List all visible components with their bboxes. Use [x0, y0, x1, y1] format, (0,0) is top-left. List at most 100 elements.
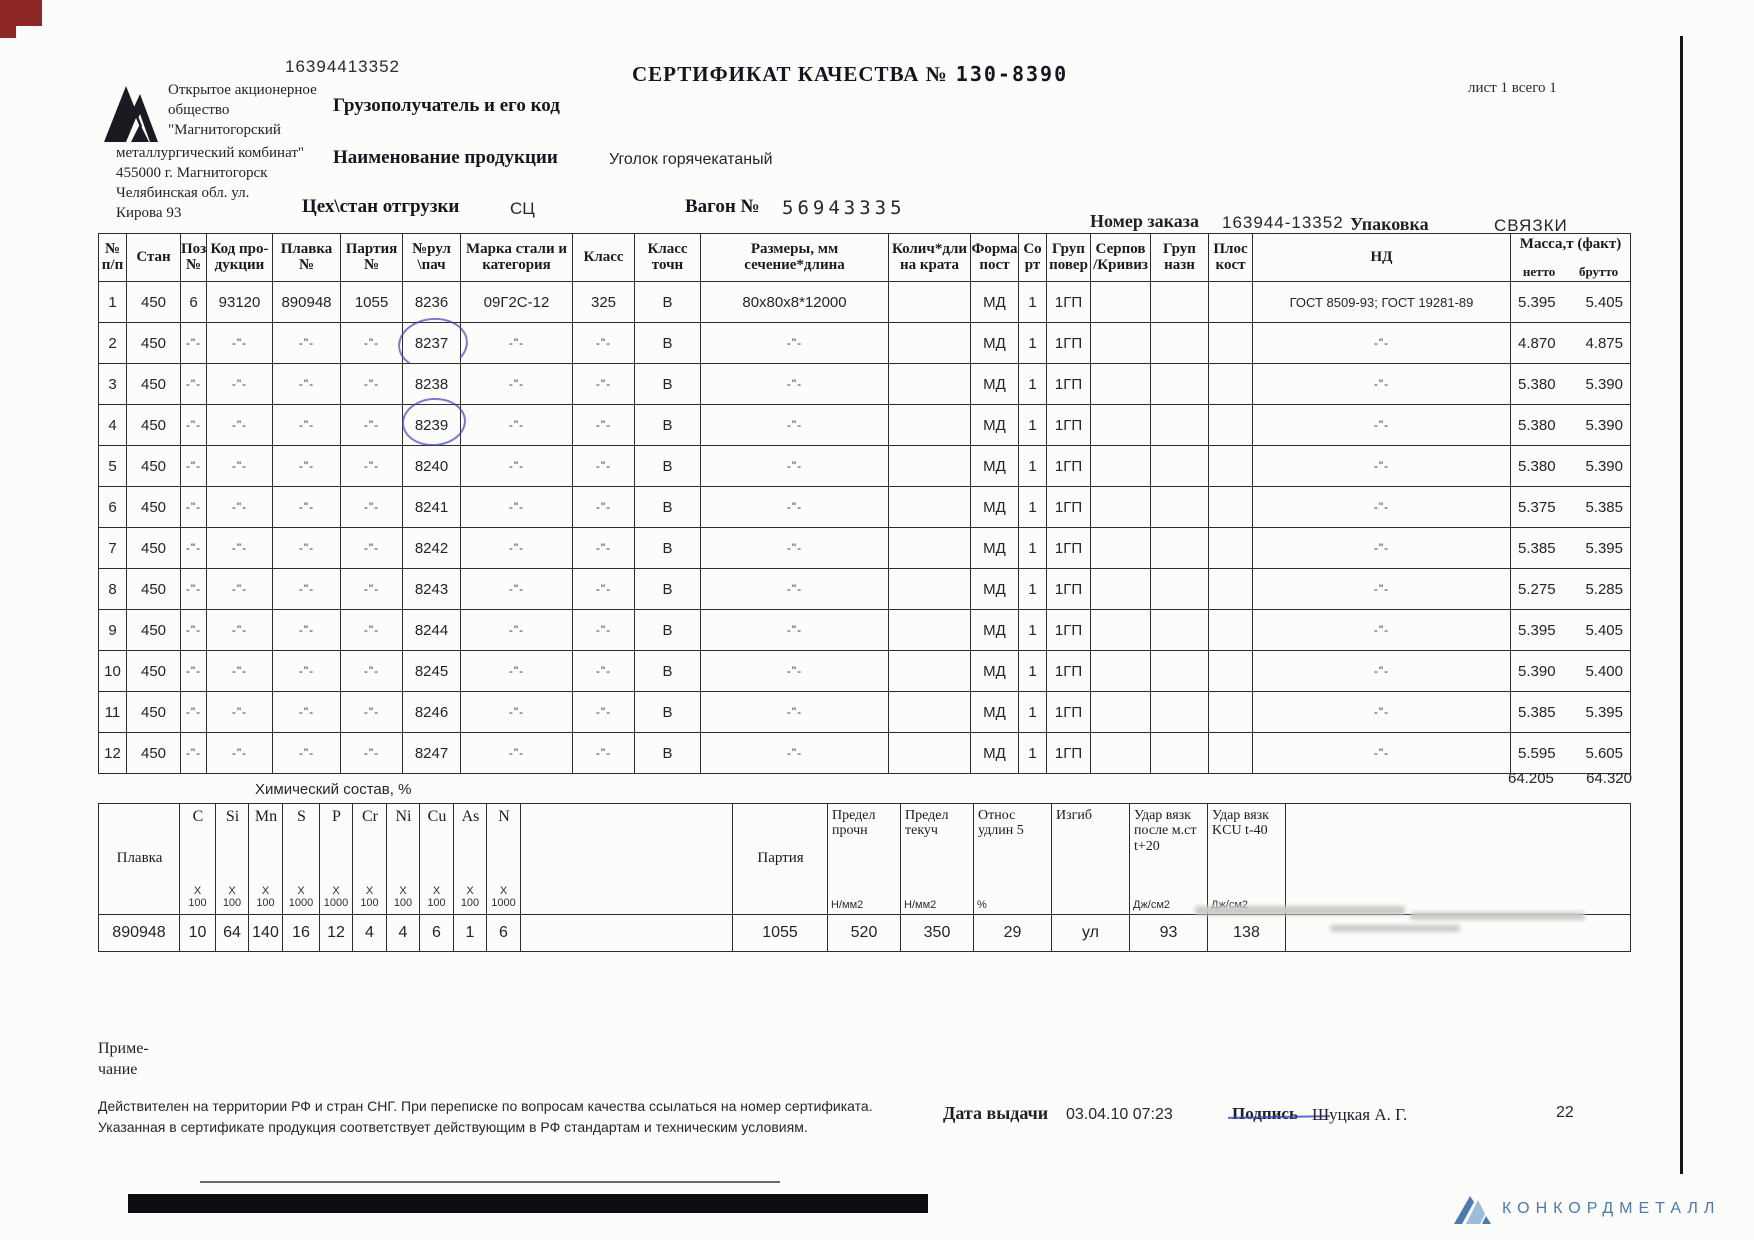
cell: 890948	[272, 281, 341, 323]
cell	[1208, 609, 1253, 651]
note-label: Приме-чание	[98, 1040, 149, 1078]
table-row: 10 450 -"- -"- -"- -"- 8245 -"- -"- В -"- МД 1 1ГП -"-…	[98, 650, 1631, 692]
cell: -"-	[572, 650, 635, 692]
column-header: Удар вязк KCU t-40 Дж/см2	[1207, 803, 1286, 915]
column-header: As X 100	[453, 803, 487, 915]
cell: -"-	[180, 609, 207, 651]
cell: -"-	[572, 322, 635, 364]
order-number-value: 163944-13352	[1222, 213, 1344, 232]
certificate-title: СЕРТИФИКАТ КАЧЕСТВА № 130-8390	[632, 62, 1068, 87]
cell: 8247	[402, 732, 461, 774]
cell: -"-	[460, 568, 573, 610]
cell: 1	[1018, 445, 1047, 487]
cell: -"-	[700, 609, 889, 651]
column-header: Класс точн	[634, 233, 701, 282]
cell: 8240	[402, 445, 461, 487]
cell	[888, 404, 971, 446]
cell: -"-	[206, 650, 273, 692]
cell: 1	[1018, 404, 1047, 446]
cell-mass: 5.385 5.395	[1510, 691, 1631, 733]
cell	[1208, 732, 1253, 774]
cell	[1208, 363, 1253, 405]
cell: -"-	[340, 404, 403, 446]
cell	[1090, 486, 1151, 528]
cell	[1090, 650, 1151, 692]
cell: -"-	[1252, 486, 1511, 528]
cell: 450	[126, 691, 181, 733]
cell	[1090, 732, 1151, 774]
cell	[1090, 445, 1151, 487]
cell: 9	[98, 609, 127, 651]
cell: 93120	[206, 281, 273, 323]
column-header: Cu X 100	[419, 803, 454, 915]
cell: МД	[970, 650, 1019, 692]
scan-smudge	[1195, 906, 1405, 915]
cell: 5	[98, 445, 127, 487]
cell-mass: 4.870 4.875	[1510, 322, 1631, 364]
cell: 1ГП	[1046, 527, 1091, 569]
column-header: Груп назн	[1150, 233, 1209, 282]
cell: 450	[126, 404, 181, 446]
cell: 1	[1018, 527, 1047, 569]
column-header: Mn X 100	[248, 803, 283, 915]
cell: В	[634, 691, 701, 733]
cell: -"-	[460, 363, 573, 405]
column-header: №рул \пач	[402, 233, 461, 282]
mass-totals: 64.205 64.320	[1508, 770, 1632, 787]
page-number: 22	[1556, 1104, 1574, 1121]
cell: ул	[1051, 914, 1130, 952]
cell	[888, 568, 971, 610]
cell: -"-	[572, 445, 635, 487]
cell-mass: 5.395 5.405	[1510, 609, 1631, 651]
cell	[1208, 445, 1253, 487]
cell: -"-	[572, 486, 635, 528]
cell	[1090, 363, 1151, 405]
total-brutto: 64.320	[1586, 770, 1632, 787]
cell: -"-	[206, 609, 273, 651]
cell	[1208, 404, 1253, 446]
cell-mass: 5.395 5.405	[1510, 281, 1631, 323]
cell: -"-	[700, 445, 889, 487]
cell	[888, 527, 971, 569]
cell: МД	[970, 404, 1019, 446]
cell: -"-	[460, 322, 573, 364]
cell: -"-	[272, 691, 341, 733]
cell: 1	[98, 281, 127, 323]
cell	[1208, 527, 1253, 569]
cell: В	[634, 568, 701, 610]
cell	[1208, 568, 1253, 610]
cell: ГОСТ 8509-93; ГОСТ 19281-89	[1252, 281, 1511, 323]
cell: 1	[1018, 691, 1047, 733]
legal-line-1: Действителен на территории РФ и стран СН…	[98, 1098, 873, 1114]
column-header: Ni X 100	[386, 803, 420, 915]
consignee-label: Грузополучатель и его код	[333, 95, 560, 116]
cell: 1ГП	[1046, 281, 1091, 323]
cell: -"-	[180, 445, 207, 487]
cell: -"-	[272, 404, 341, 446]
cell: 8237	[402, 322, 461, 364]
product-name-label: Наименование продукции	[333, 147, 558, 168]
cell	[1150, 404, 1209, 446]
order-number-label: Номер заказа	[1090, 211, 1199, 231]
issue-date-value: 03.04.10 07:23	[1066, 1106, 1173, 1123]
cell-mass: 5.380 5.390	[1510, 445, 1631, 487]
cell: 7	[98, 527, 127, 569]
cell: -"-	[700, 363, 889, 405]
cell: -"-	[206, 445, 273, 487]
cell: -"-	[572, 527, 635, 569]
cell: -"-	[460, 486, 573, 528]
cell: -"-	[700, 322, 889, 364]
cell: 1	[453, 914, 487, 952]
cell	[1150, 322, 1209, 364]
cell: -"-	[460, 445, 573, 487]
cell: -"-	[180, 527, 207, 569]
cell: МД	[970, 568, 1019, 610]
column-header: НД	[1252, 233, 1511, 282]
cell-mass: 5.380 5.390	[1510, 404, 1631, 446]
column-header: Изгиб	[1051, 803, 1130, 915]
cell: 6	[180, 281, 207, 323]
cell: -"-	[572, 732, 635, 774]
column-header: C X 100	[179, 803, 216, 915]
cell: -"-	[272, 445, 341, 487]
